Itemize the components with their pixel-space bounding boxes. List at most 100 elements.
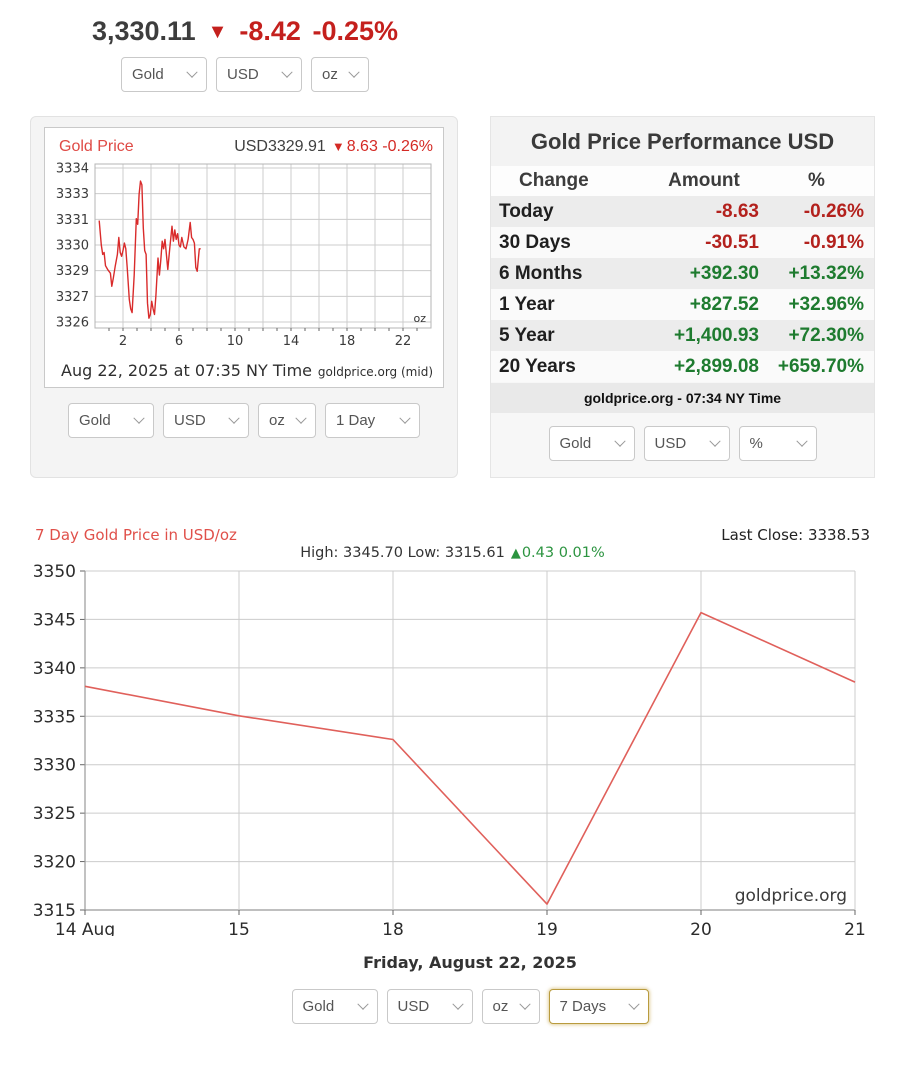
metal-select-value: Gold: [132, 66, 164, 83]
week-price-chart: 3315 3320 3325 3330 3335 3340 3345 3350 14 Aug 15…: [33, 562, 866, 936]
intraday-timestamp: Aug 22, 2025 at 07:35 NY Time: [61, 361, 313, 380]
chevron-down-icon: [451, 998, 464, 1010]
chevron-down-icon: [348, 66, 360, 78]
row-amount: +392.30: [689, 262, 759, 284]
table-row: 1 Year +827.52 +32.96%: [491, 289, 874, 320]
period-select[interactable]: 7 Days: [548, 989, 649, 1024]
performance-panel: Gold Price Performance USD Change Amount…: [490, 116, 875, 478]
svg-text:6: 6: [175, 334, 183, 349]
intraday-selector-row: Gold USD oz 1 Day: [44, 403, 444, 438]
row-pct: +13.32%: [788, 262, 864, 284]
svg-text:14: 14: [283, 334, 300, 349]
chevron-down-icon: [228, 412, 240, 424]
price-change-pct: -0.25%: [312, 16, 399, 46]
currency-select[interactable]: USD: [216, 57, 302, 92]
svg-text:3329: 3329: [56, 264, 89, 279]
chevron-down-icon: [795, 435, 808, 447]
intraday-quote: USD3329.91 ▼ 8.63 -0.26%: [234, 138, 433, 156]
table-row: 30 Days -30.51 -0.91%: [491, 227, 874, 258]
week-chart-section: 7 Day Gold Price in USD/oz Last Close: 3…: [0, 526, 905, 1024]
row-label: 1 Year: [499, 293, 555, 315]
table-row: Today -8.63 -0.26%: [491, 196, 874, 227]
intraday-chart-card: Gold Price USD3329.91 ▼ 8.63 -0.26% 3334 33…: [44, 127, 444, 388]
ticker-line: 3,330.11 ▼ -8.42 -0.25%: [14, 16, 476, 47]
performance-table-header: Change Amount %: [491, 166, 874, 196]
chevron-down-icon: [518, 998, 531, 1010]
performance-selector-row: Gold USD %: [491, 426, 874, 461]
unit-select[interactable]: oz: [258, 403, 316, 438]
svg-text:3315: 3315: [33, 901, 76, 921]
currency-select-value: USD: [654, 435, 687, 452]
currency-select[interactable]: USD: [163, 403, 249, 438]
period-select-value: 1 Day: [336, 412, 376, 429]
row-label: 5 Year: [499, 324, 555, 346]
svg-text:2: 2: [119, 334, 127, 349]
display-mode-select[interactable]: %: [738, 426, 817, 461]
svg-text:3333: 3333: [56, 187, 89, 202]
row-pct: -0.26%: [803, 200, 864, 222]
chevron-down-icon: [613, 435, 626, 447]
svg-text:3350: 3350: [33, 562, 76, 582]
week-date-label: Friday, August 22, 2025: [363, 953, 577, 972]
chevron-down-icon: [295, 412, 307, 424]
svg-text:3331: 3331: [56, 213, 89, 228]
row-amount: +1,400.93: [673, 324, 759, 346]
intraday-change-pct: -0.26%: [382, 138, 433, 155]
week-selector-row: Gold USD oz 7 Days: [35, 989, 905, 1024]
high-low-label: High: 3345.70 Low: 3315.61: [300, 545, 505, 561]
metal-select-value: Gold: [302, 998, 335, 1015]
table-row: 6 Months +392.30 +13.32%: [491, 258, 874, 289]
chevron-down-icon: [708, 435, 721, 447]
last-close-label: Last Close: 3338.53: [721, 526, 870, 544]
row-pct: +72.30%: [788, 324, 864, 346]
row-label: 6 Months: [499, 262, 583, 284]
svg-text:3325: 3325: [33, 804, 76, 824]
svg-text:3334: 3334: [56, 162, 89, 177]
table-row: 20 Years +2,899.08 +659.70%: [491, 351, 874, 382]
currency-select[interactable]: USD: [386, 989, 473, 1024]
performance-footer: goldprice.org - 07:34 NY Time: [491, 383, 874, 413]
intraday-source: goldprice.org (mid): [317, 365, 433, 379]
intraday-change: 8.63: [346, 138, 378, 155]
down-triangle-icon: ▼: [331, 139, 345, 154]
unit-select[interactable]: oz: [481, 989, 540, 1024]
period-select-value: 7 Days: [559, 998, 607, 1015]
svg-text:3326: 3326: [56, 316, 89, 331]
svg-text:3327: 3327: [56, 290, 89, 305]
metal-select[interactable]: Gold: [121, 57, 207, 92]
currency-select-value: USD: [227, 66, 259, 83]
svg-text:3330: 3330: [33, 756, 76, 776]
metal-select[interactable]: Gold: [548, 426, 635, 461]
row-label: 30 Days: [499, 231, 571, 253]
high-low-line: High: 3345.70 Low: 3315.61 ▲0.43 0.01%: [0, 545, 905, 561]
svg-text:21: 21: [844, 920, 866, 936]
price-change: -8.42: [239, 16, 301, 46]
svg-text:18: 18: [382, 920, 404, 936]
svg-text:3340: 3340: [33, 659, 76, 679]
metal-select[interactable]: Gold: [68, 403, 154, 438]
chevron-down-icon: [186, 66, 198, 78]
down-triangle-icon: ▼: [207, 21, 228, 43]
column-header-amount: Amount: [668, 170, 740, 191]
intraday-quote-price: USD3329.91: [234, 138, 326, 155]
period-select[interactable]: 1 Day: [325, 403, 420, 438]
svg-text:18: 18: [339, 334, 356, 349]
table-row: 5 Year +1,400.93 +72.30%: [491, 320, 874, 351]
svg-text:oz: oz: [413, 312, 426, 325]
metal-select[interactable]: Gold: [291, 989, 378, 1024]
display-mode-value: %: [749, 435, 763, 452]
performance-title: Gold Price Performance USD: [491, 117, 874, 166]
intraday-title: Gold Price: [59, 138, 134, 155]
metal-select-value: Gold: [559, 435, 592, 452]
svg-text:3320: 3320: [33, 853, 76, 873]
svg-text:20: 20: [690, 920, 712, 936]
up-triangle-icon: ▲: [510, 546, 521, 561]
unit-select[interactable]: oz: [311, 57, 369, 92]
svg-text:10: 10: [227, 334, 244, 349]
unit-select-value: oz: [492, 998, 509, 1015]
row-pct: -0.91%: [803, 231, 864, 253]
currency-select[interactable]: USD: [643, 426, 730, 461]
svg-text:22: 22: [395, 334, 412, 349]
row-label: 20 Years: [499, 355, 576, 377]
